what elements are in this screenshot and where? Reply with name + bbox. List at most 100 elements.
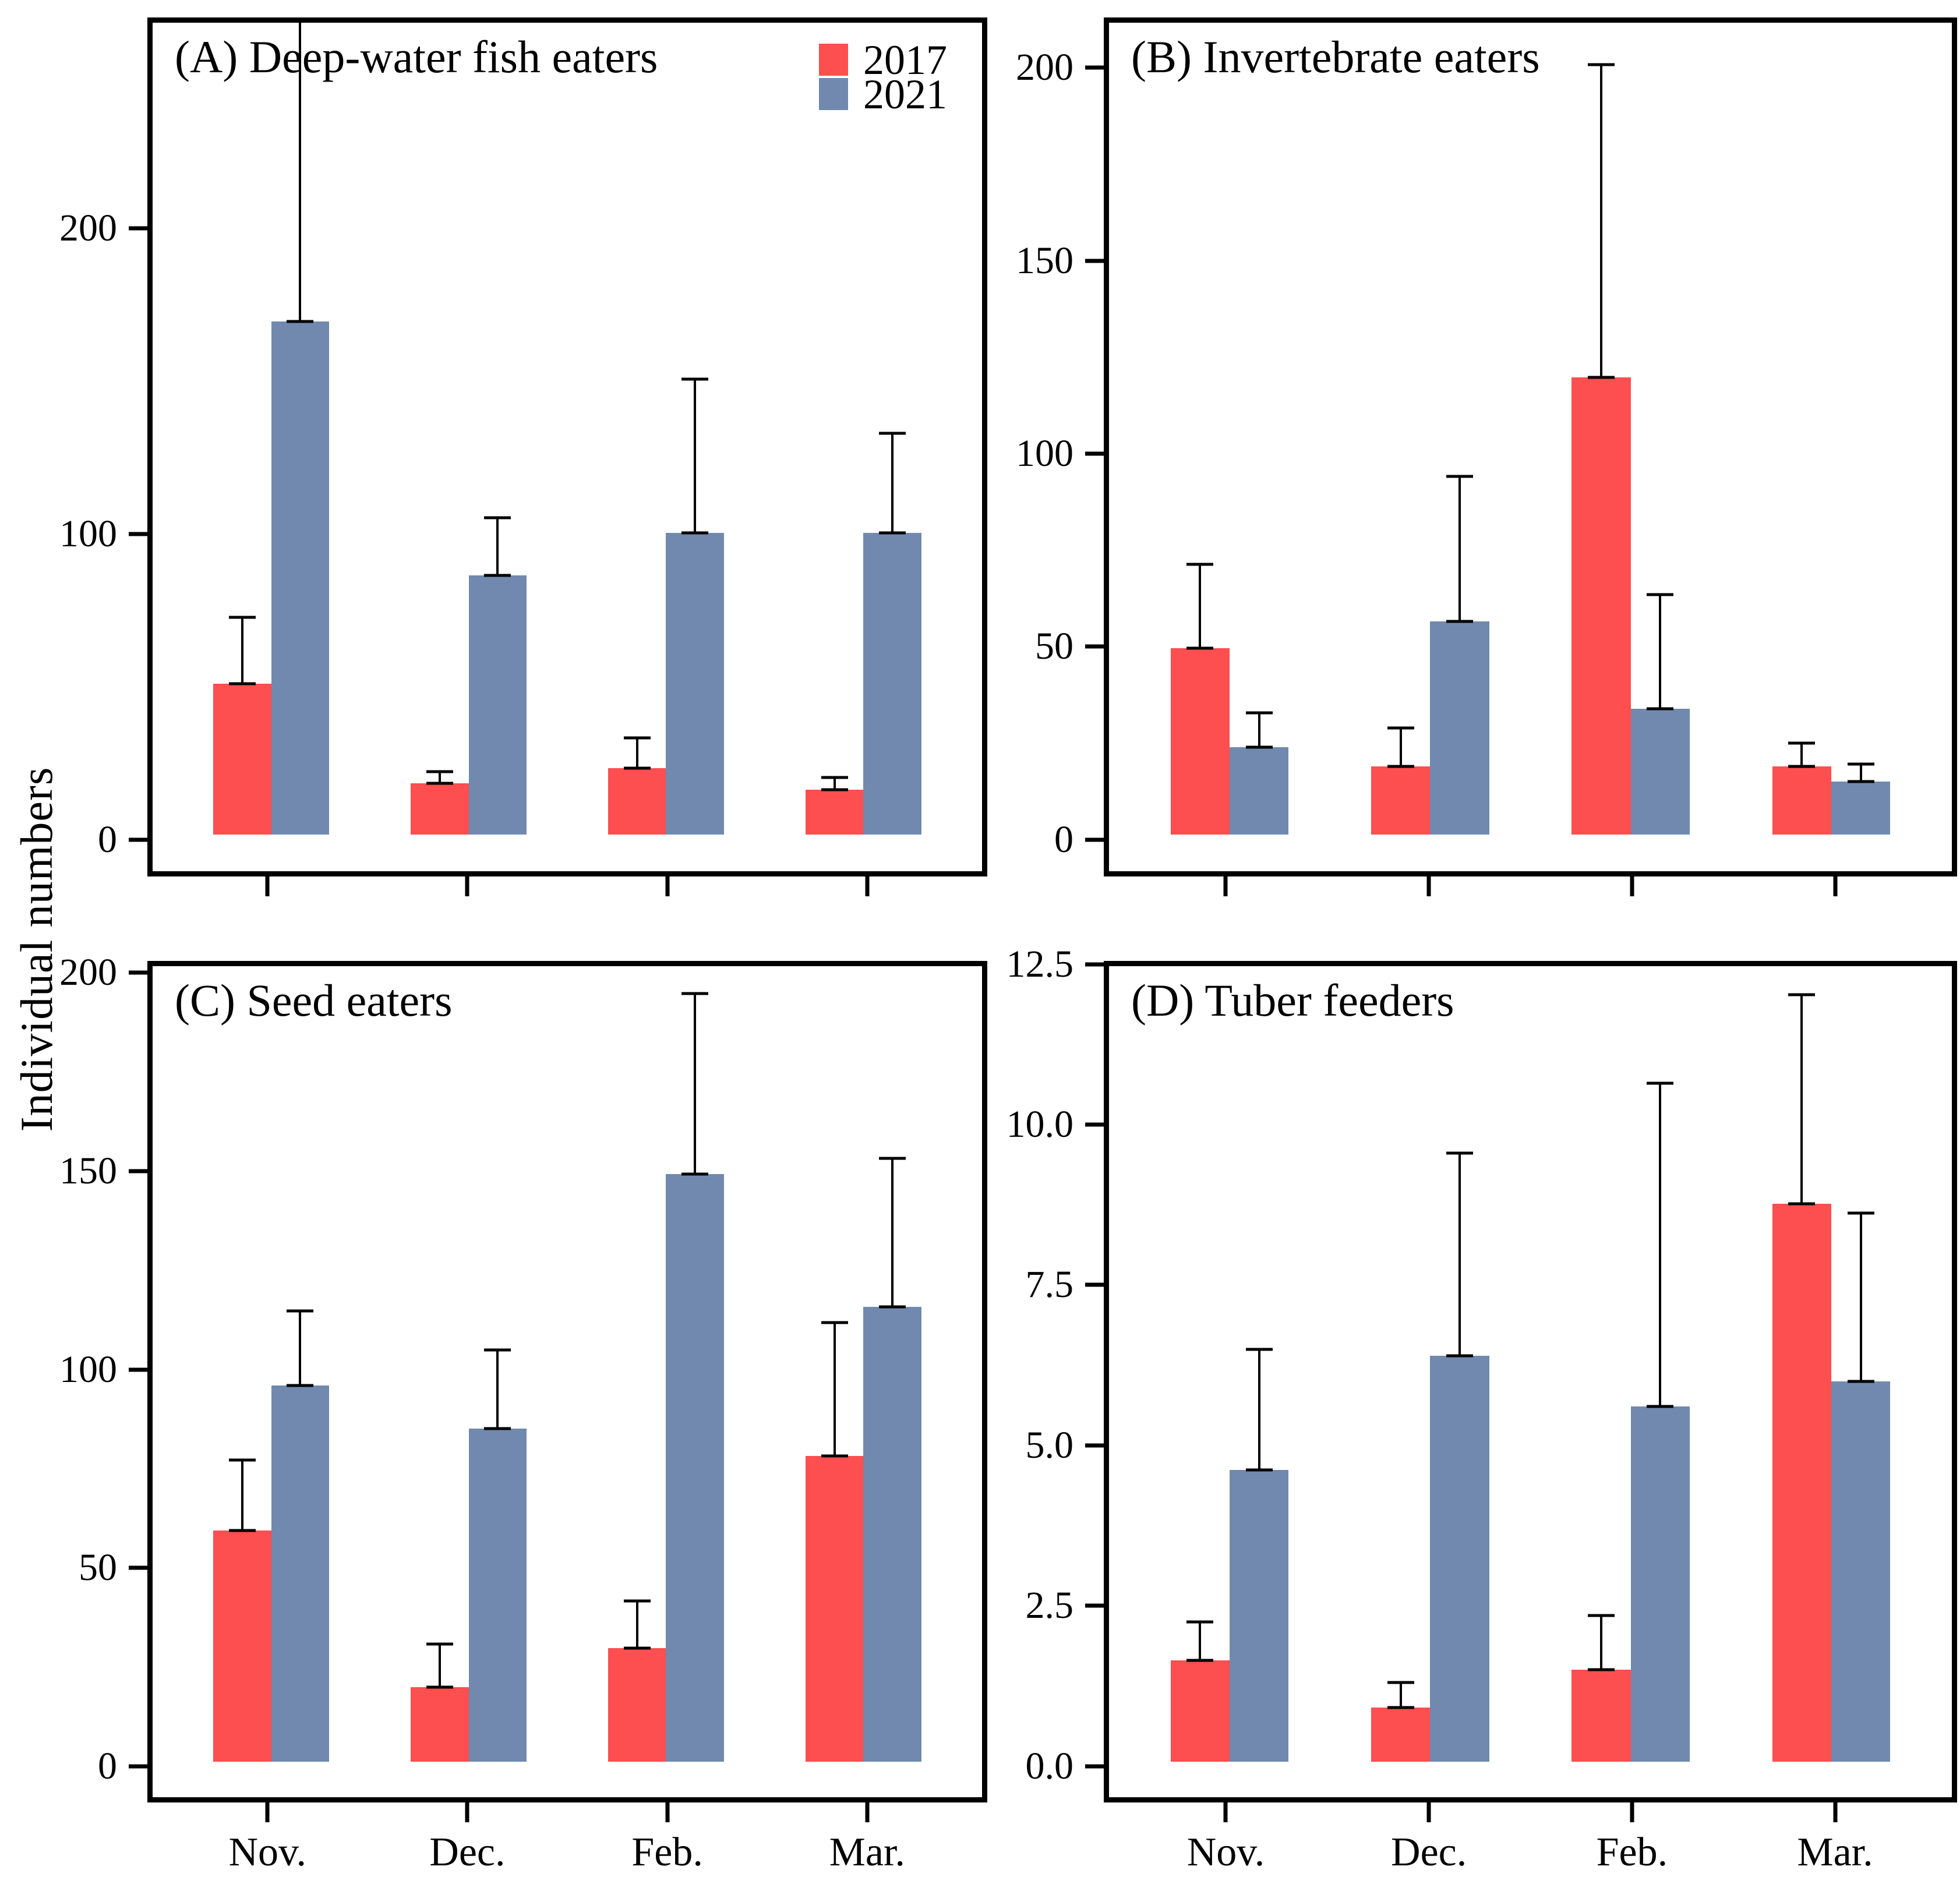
errorbar-cap-bottom-2017-feb: [623, 766, 651, 770]
ytick-mark: [1085, 1122, 1104, 1127]
ytick-mark: [129, 970, 147, 975]
errorbar-cap-top-2017-nov: [228, 616, 256, 619]
ytick-label: 0: [98, 1744, 117, 1787]
ytick-label: 100: [59, 1348, 117, 1391]
bar-2017-nov: [213, 1530, 271, 1762]
errorbar-cap-bottom-2017-nov: [1186, 1659, 1214, 1662]
bar-2017-dec: [410, 783, 469, 835]
bar-2017-nov: [1170, 648, 1230, 835]
errorbar-cap-bottom-2017-feb: [1588, 1668, 1615, 1671]
errorbar-cap-top-2021-dec: [1446, 475, 1473, 478]
errorbar-cap-bottom-2021-nov: [1245, 745, 1273, 749]
ytick-mark: [129, 226, 147, 231]
errorbar-cap-bottom-2021-nov: [287, 320, 314, 323]
errorbar-cap-top-2017-mar: [1788, 993, 1816, 996]
panel-c-x-axis: Nov. Dec. Feb. Mar.: [147, 1802, 987, 1884]
xtick-mark: [1426, 1802, 1431, 1822]
errorbar-2017-feb: [635, 738, 638, 769]
ytick-mark: [1085, 644, 1104, 649]
ytick-mark: [1085, 962, 1104, 966]
errorbar-2017-feb: [1600, 65, 1603, 377]
ytick-label: 10.0: [1006, 1102, 1074, 1146]
errorbar-2017-mar: [1800, 994, 1803, 1204]
ytick-mark: [129, 1367, 147, 1372]
errorbar-2017-dec: [1399, 1682, 1402, 1708]
errorbar-cap-top-2021-feb: [1647, 1081, 1674, 1085]
bar-2017-feb: [608, 1648, 666, 1762]
errorbar-cap-top-2021-nov: [1245, 1348, 1273, 1351]
errorbar-cap-bottom-2017-dec: [426, 782, 453, 785]
ytick-mark: [129, 1764, 147, 1769]
bar-2017-mar: [1772, 1204, 1832, 1762]
panel-d-plot-area: (D) Tuber feeders: [1104, 961, 1957, 1802]
errorbar-cap-bottom-2017-dec: [1387, 765, 1414, 768]
ytick-label: 200: [1016, 46, 1073, 89]
ytick-mark: [1085, 451, 1104, 456]
bar-2017-feb: [608, 768, 666, 835]
legend-swatch-2017-icon: [819, 44, 848, 76]
ytick-label: 7.5: [1025, 1263, 1074, 1306]
errorbar-cap-bottom-2021-mar: [879, 1305, 906, 1309]
bar-2021-mar: [863, 533, 922, 835]
errorbar-cap-bottom-2021-feb: [1647, 1405, 1674, 1408]
ytick-label: 100: [1016, 432, 1073, 475]
errorbar-2021-nov: [299, 23, 302, 322]
errorbar-cap-top-2021-mar: [879, 432, 906, 435]
errorbar-cap-top-2021-feb: [681, 377, 709, 381]
xtick-mark: [665, 1802, 670, 1822]
errorbar-2017-nov: [241, 1459, 243, 1530]
errorbar-cap-bottom-2021-nov: [287, 1384, 314, 1387]
bar-2021-feb: [1630, 1406, 1690, 1762]
errorbar-2021-dec: [496, 1350, 499, 1429]
bar-2021-nov: [1229, 747, 1289, 835]
errorbar-cap-top-2021-nov: [1245, 711, 1273, 715]
month-label-nov: Nov.: [1186, 1830, 1265, 1875]
errorbar-cap-bottom-2017-feb: [1588, 376, 1615, 379]
ytick-mark: [1085, 837, 1104, 842]
bar-2021-nov: [271, 321, 330, 835]
legend-label-2021: 2021: [863, 70, 947, 118]
errorbar-2021-mar: [891, 1158, 894, 1307]
errorbar-2021-feb: [1659, 594, 1662, 709]
xtick-mark: [1833, 876, 1837, 896]
errorbar-2017-mar: [833, 1323, 836, 1456]
errorbar-cap-bottom-2017-nov: [228, 1529, 256, 1532]
ytick-label: 200: [59, 207, 117, 250]
errorbar-2021-nov: [1258, 712, 1260, 747]
bar-2021-feb: [666, 1173, 725, 1762]
bar-2017-dec: [1371, 766, 1431, 835]
errorbar-cap-top-2017-mar: [1788, 741, 1816, 745]
xtick-mark: [1223, 1802, 1228, 1822]
errorbar-cap-top-2021-mar: [1847, 762, 1874, 766]
bar-2021-dec: [1430, 1356, 1489, 1762]
errorbar-cap-top-2017-feb: [623, 736, 651, 740]
xtick-mark: [1833, 1802, 1837, 1822]
legend-label-2017: 2017: [863, 36, 947, 83]
errorbar-2017-nov: [241, 617, 243, 684]
month-label-dec: Dec.: [1391, 1830, 1467, 1875]
bar-2017-nov: [213, 684, 271, 835]
ytick-label: 5.0: [1025, 1423, 1074, 1466]
errorbar-2017-nov: [1199, 1622, 1202, 1660]
ytick-mark: [1085, 1443, 1104, 1448]
month-label-feb: Feb.: [1596, 1830, 1668, 1875]
panel-a-y-axis: 0 100 200: [2, 17, 147, 876]
panel-d-x-axis: Nov. Dec. Feb. Mar.: [1104, 1802, 1957, 1884]
errorbar-cap-bottom-2017-mar: [1788, 765, 1816, 768]
errorbar-cap-bottom-2017-mar: [821, 788, 848, 791]
ytick-mark: [1085, 259, 1104, 263]
bar-2021-feb: [666, 533, 725, 835]
panel-b-y-axis: 0 50 100 150 200: [958, 17, 1104, 876]
ytick-label: 50: [1035, 625, 1073, 668]
xtick-mark: [1426, 876, 1431, 896]
ytick-label: 2.5: [1025, 1584, 1074, 1627]
panel-c-title: (C) Seed eaters: [175, 975, 453, 1026]
errorbar-cap-bottom-2021-dec: [484, 1427, 511, 1430]
ytick-mark: [129, 532, 147, 536]
errorbar-2017-mar: [1800, 743, 1803, 766]
errorbar-2021-mar: [1859, 1213, 1862, 1381]
errorbar-cap-top-2017-mar: [821, 1321, 848, 1324]
panel-a-x-axis: [147, 876, 987, 958]
errorbar-cap-top-2017-dec: [1387, 1681, 1414, 1684]
bar-2021-mar: [1831, 1381, 1891, 1762]
